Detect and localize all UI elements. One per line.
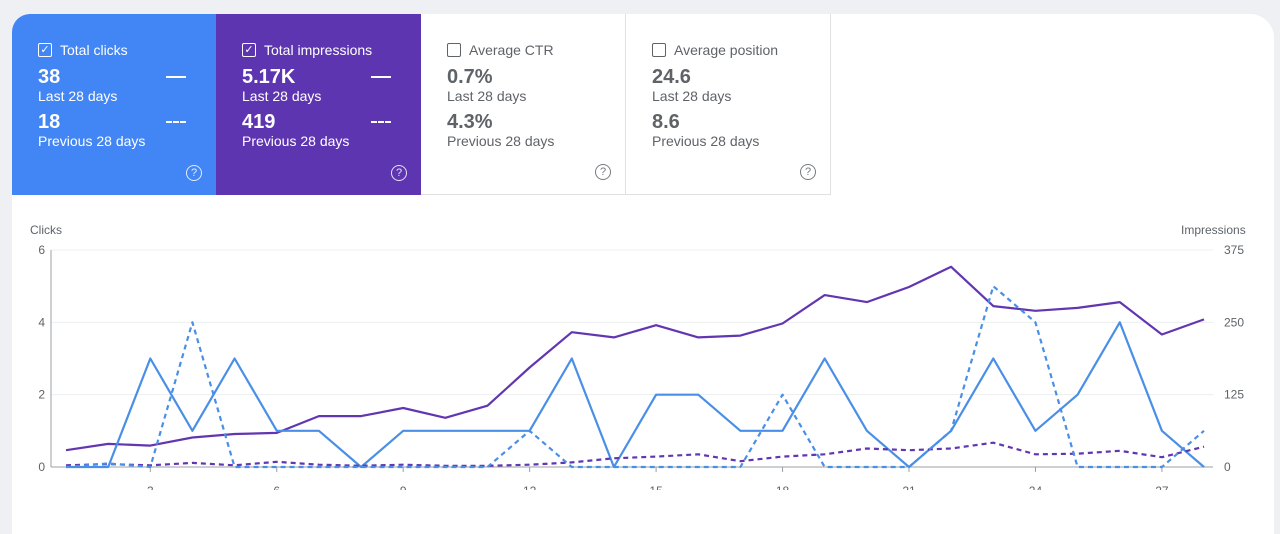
- x-tick-label: 3: [147, 484, 154, 490]
- x-tick-label: 27: [1155, 484, 1169, 490]
- tile-total-impressions[interactable]: ✓ Total impressions 5.17K Last 28 days 4…: [216, 14, 421, 195]
- previous-period: Previous 28 days: [447, 133, 555, 149]
- current-value: 38: [38, 66, 61, 88]
- tile-label: Average position: [674, 42, 779, 58]
- solid-line-legend-icon: [371, 76, 391, 78]
- clicks-solid-series-line: [66, 321, 1205, 469]
- current-period: Last 28 days: [38, 88, 118, 104]
- x-tick-label: 24: [1029, 484, 1043, 490]
- checkbox-unchecked-icon[interactable]: [447, 43, 461, 57]
- previous-value: 419: [242, 111, 276, 133]
- performance-chart: 02460125250375369121518212427: [38, 243, 1244, 490]
- help-icon[interactable]: ?: [800, 164, 816, 180]
- tile-average-position[interactable]: Average position 24.6 Last 28 days 8.6 P…: [626, 14, 831, 195]
- previous-period: Previous 28 days: [242, 133, 350, 149]
- help-icon[interactable]: ?: [186, 165, 202, 181]
- dashed-line-legend-icon: [166, 121, 186, 123]
- help-icon[interactable]: ?: [391, 165, 407, 181]
- left-axis-title: Clicks: [30, 223, 62, 237]
- current-period: Last 28 days: [652, 88, 732, 104]
- previous-metric: 18 Previous 28 days: [38, 111, 216, 149]
- checkbox-unchecked-icon[interactable]: [652, 43, 666, 57]
- right-tick-label: 0: [1224, 460, 1231, 474]
- solid-line-legend-icon: [166, 76, 186, 78]
- current-metric: 38 Last 28 days: [38, 66, 216, 104]
- current-metric: 0.7% Last 28 days: [447, 66, 625, 104]
- impressions-solid-series-line: [65, 265, 1205, 452]
- tile-average-ctr[interactable]: Average CTR 0.7% Last 28 days 4.3% Previ…: [421, 14, 626, 195]
- right-tick-label: 375: [1224, 243, 1244, 257]
- current-metric: 5.17K Last 28 days: [242, 66, 421, 104]
- x-tick-label: 6: [273, 484, 280, 490]
- left-tick-label: 4: [38, 315, 45, 329]
- performance-panel: ✓ Total clicks 38 Last 28 days 18 Previo…: [12, 14, 1274, 534]
- previous-metric: 4.3% Previous 28 days: [447, 111, 625, 149]
- tile-label: Average CTR: [469, 42, 554, 58]
- x-tick-label: 15: [649, 484, 663, 490]
- x-tick-label: 18: [776, 484, 790, 490]
- previous-period: Previous 28 days: [38, 133, 146, 149]
- x-tick-label: 12: [523, 484, 537, 490]
- current-metric: 24.6 Last 28 days: [652, 66, 830, 104]
- left-tick-label: 0: [38, 460, 45, 474]
- current-value: 5.17K: [242, 66, 296, 88]
- right-tick-label: 250: [1224, 315, 1244, 329]
- x-tick-label: 21: [902, 484, 916, 490]
- tile-total-clicks[interactable]: ✓ Total clicks 38 Last 28 days 18 Previo…: [12, 14, 216, 195]
- help-icon[interactable]: ?: [595, 164, 611, 180]
- current-value: 0.7%: [447, 66, 493, 88]
- dashed-line-legend-icon: [371, 121, 391, 123]
- x-tick-label: 9: [400, 484, 407, 490]
- current-value: 24.6: [652, 66, 691, 88]
- previous-value: 18: [38, 111, 61, 133]
- metric-tiles: ✓ Total clicks 38 Last 28 days 18 Previo…: [12, 14, 831, 195]
- previous-value: 4.3%: [447, 111, 493, 133]
- clicks-dashed-series-line: [65, 285, 1205, 469]
- current-period: Last 28 days: [447, 88, 527, 104]
- left-tick-label: 6: [38, 243, 45, 257]
- tile-label: Total clicks: [60, 42, 128, 58]
- previous-value: 8.6: [652, 111, 680, 133]
- impressions-dashed-series-line: [65, 441, 1205, 467]
- right-axis-title: Impressions: [1181, 223, 1246, 237]
- tile-header: ✓ Total clicks: [38, 42, 216, 58]
- previous-period: Previous 28 days: [652, 133, 760, 149]
- tile-label: Total impressions: [264, 42, 373, 58]
- tile-header: ✓ Total impressions: [242, 42, 421, 58]
- right-tick-label: 125: [1224, 388, 1244, 402]
- tile-header: Average position: [652, 42, 830, 58]
- previous-metric: 8.6 Previous 28 days: [652, 111, 830, 149]
- tile-header: Average CTR: [447, 42, 625, 58]
- previous-metric: 419 Previous 28 days: [242, 111, 421, 149]
- current-period: Last 28 days: [242, 88, 322, 104]
- left-tick-label: 2: [38, 388, 45, 402]
- checkbox-checked-icon[interactable]: ✓: [38, 43, 52, 57]
- checkbox-checked-icon[interactable]: ✓: [242, 43, 256, 57]
